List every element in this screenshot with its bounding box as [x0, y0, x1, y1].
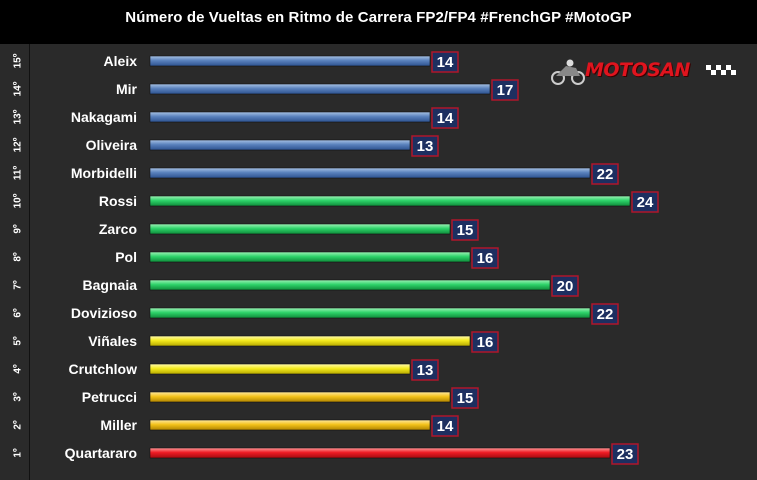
position-label: 10º	[13, 193, 24, 208]
data-label-box	[471, 331, 499, 353]
position-label: 4º	[13, 364, 24, 374]
data-label: 16	[477, 334, 494, 351]
bar-row: 11º Morbidelli 22	[13, 163, 619, 185]
data-label: 16	[477, 250, 494, 267]
bar-row: 12º Oliveira 13	[13, 135, 439, 157]
logo-text: MOTOSAN	[585, 59, 690, 81]
bar-row: 13º Nakagami 14	[13, 107, 459, 129]
data-label: 13	[417, 362, 434, 379]
bar	[149, 307, 591, 319]
data-label: 17	[497, 82, 514, 99]
rider-label: Oliveira	[86, 137, 138, 153]
data-label: 20	[557, 278, 574, 295]
bar-row: 3º Petrucci 15	[13, 387, 479, 409]
bar-row: 5º Viñales 16	[13, 331, 499, 353]
motosan-logo: MOTOSAN	[548, 56, 748, 86]
bar	[149, 447, 611, 459]
data-label-box	[451, 387, 479, 409]
rider-label: Dovizioso	[71, 305, 137, 321]
bar	[149, 363, 411, 375]
position-label: 3º	[13, 392, 24, 402]
bar-row: 6º Dovizioso 22	[13, 303, 619, 325]
data-label-box	[611, 443, 639, 465]
data-label-box	[451, 219, 479, 241]
data-label-box	[591, 163, 619, 185]
data-label-box	[471, 247, 499, 269]
bar-row: 4º Crutchlow 13	[13, 359, 439, 381]
rider-label: Crutchlow	[69, 361, 138, 377]
rider-label: Aleix	[104, 53, 138, 69]
position-label: 2º	[13, 420, 24, 430]
bar	[149, 251, 471, 263]
position-label: 5º	[13, 336, 24, 346]
data-label: 14	[437, 110, 454, 127]
data-label: 22	[597, 306, 614, 323]
checkered-flag-icon	[706, 65, 736, 75]
data-label-box	[591, 303, 619, 325]
bar	[149, 279, 551, 291]
rider-label: Nakagami	[71, 109, 137, 125]
position-label: 13º	[13, 109, 24, 124]
data-label-box	[491, 79, 519, 101]
bar-row: 10º Rossi 24	[13, 191, 659, 213]
position-label: 6º	[13, 308, 24, 318]
data-label-box	[551, 275, 579, 297]
bar	[149, 139, 411, 151]
rider-label: Viñales	[88, 333, 137, 349]
position-label: 1º	[13, 448, 24, 458]
data-label-box	[431, 415, 459, 437]
rider-label: Rossi	[99, 193, 137, 209]
data-label: 22	[597, 166, 614, 183]
position-label: 9º	[13, 224, 24, 234]
position-label: 12º	[13, 137, 24, 152]
rider-label: Petrucci	[82, 389, 137, 405]
rider-label: Pol	[115, 249, 137, 265]
bar-row: 7º Bagnaia 20	[13, 275, 579, 297]
data-label: 14	[437, 54, 454, 71]
data-label-box	[411, 359, 439, 381]
bar-row: 8º Pol 16	[13, 247, 499, 269]
rider-label: Quartararo	[65, 445, 137, 461]
bar-row: 14º Mir 17	[13, 79, 519, 101]
rider-label: Bagnaia	[83, 277, 138, 293]
position-label: 8º	[13, 252, 24, 262]
bar-row: 15º Aleix 14	[13, 51, 459, 73]
motorbike-icon	[551, 59, 585, 85]
bar-row: 2º Miller 14	[13, 415, 459, 437]
position-label: 14º	[13, 81, 24, 96]
data-label: 15	[457, 390, 474, 407]
bar	[149, 223, 451, 235]
position-label: 15º	[13, 53, 24, 68]
rider-label: Mir	[116, 81, 138, 97]
chart-title: Número de Vueltas en Ritmo de Carrera FP…	[125, 9, 632, 26]
bar-row: 1º Quartararo 23	[13, 443, 639, 465]
position-label: 7º	[13, 280, 24, 290]
rider-label: Miller	[100, 417, 137, 433]
data-label: 15	[457, 222, 474, 239]
data-label-box	[631, 191, 659, 213]
data-label-box	[431, 51, 459, 73]
data-label: 24	[637, 194, 654, 211]
data-label: 23	[617, 446, 634, 463]
data-label: 13	[417, 138, 434, 155]
data-label: 14	[437, 418, 454, 435]
bar	[149, 111, 431, 123]
data-label-box	[411, 135, 439, 157]
data-label-box	[431, 107, 459, 129]
bar	[149, 335, 471, 347]
rider-label: Morbidelli	[71, 165, 137, 181]
rider-label: Zarco	[99, 221, 137, 237]
bar-row: 9º Zarco 15	[13, 219, 479, 241]
bar	[149, 167, 591, 179]
bar	[149, 419, 431, 431]
bar	[149, 83, 491, 95]
bar	[149, 195, 631, 207]
bar	[149, 55, 431, 67]
position-label: 11º	[13, 166, 24, 181]
bar	[149, 391, 451, 403]
